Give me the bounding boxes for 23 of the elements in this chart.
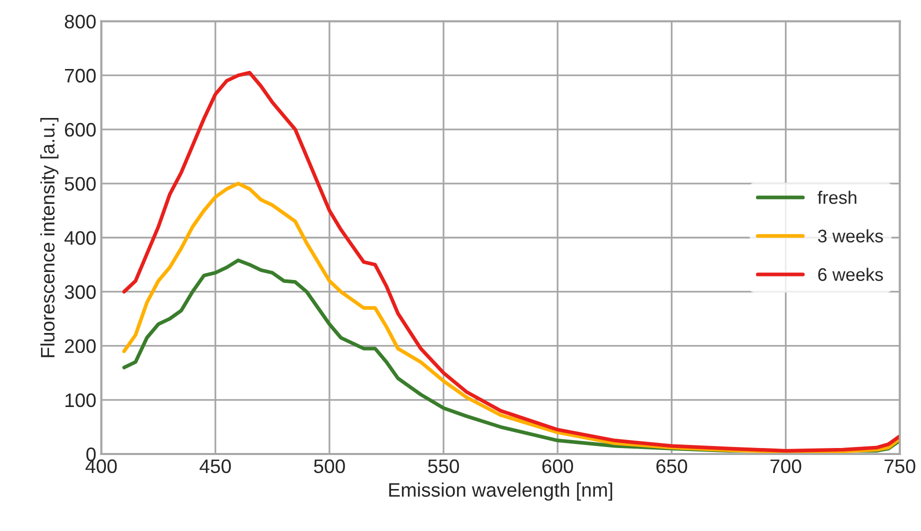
x-tick-label: 550: [428, 459, 459, 474]
y-axis-title: Fluorescence intensity [a.u.]: [40, 118, 58, 358]
x-tick-label: 750: [884, 459, 916, 474]
legend-label: 3 weeks: [818, 229, 883, 242]
y-tick-label: 800: [64, 14, 96, 28]
x-tick-label: 400: [86, 459, 117, 474]
y-tick-label: 300: [64, 285, 96, 299]
y-tick-label: 100: [65, 393, 96, 408]
y-tick-label: 500: [64, 176, 96, 191]
x-tick-label: 600: [542, 459, 574, 474]
line-series: [122, 70, 900, 453]
legend-label: 6 weeks: [818, 268, 883, 281]
y-tick-label: 600: [65, 122, 96, 137]
x-tick-label: 500: [314, 459, 345, 474]
x-tick-label: 450: [200, 459, 231, 474]
y-tick-label: 700: [65, 68, 96, 83]
legend-label: fresh: [818, 190, 856, 204]
y-tick-label: 400: [64, 231, 96, 245]
x-tick-label: 650: [656, 459, 688, 474]
x-axis-title: Emission wavelength [nm]: [389, 482, 612, 501]
y-tick-label: 200: [64, 339, 96, 354]
x-tick-label: 700: [770, 459, 802, 474]
y-tick-label: 0: [86, 447, 96, 462]
